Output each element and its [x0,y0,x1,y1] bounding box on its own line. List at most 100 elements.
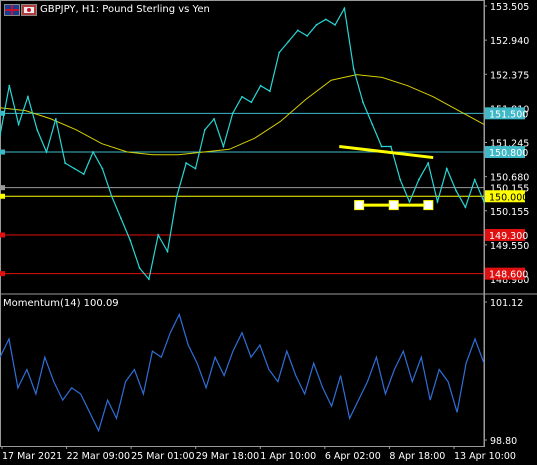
price-point [231,112,234,115]
price-point [175,195,178,198]
price-point [343,7,346,10]
price-point [110,195,113,198]
price-point [27,95,29,98]
price-point [45,151,48,153]
price-point [399,178,402,181]
price-point [259,84,262,87]
hline-price-tag [485,107,525,120]
hline-price-tag [485,146,525,159]
price-point [185,162,188,164]
price-point [315,23,318,26]
hline-price-tag [485,267,525,280]
price-point [455,189,457,192]
trendline-handle[interactable] [354,200,365,211]
hline-price-label: 151.500 [489,109,528,120]
hline-price-label: 150.155 [490,184,529,195]
price-point [73,167,76,170]
currency-flags [4,4,37,16]
hline-price-label: 150.000 [489,192,528,203]
price-tick-label: 149.550 [490,241,529,252]
price-point [203,129,206,131]
price-point [334,23,336,26]
hline-anchor[interactable] [0,185,5,191]
price-point [483,200,485,203]
price-point [222,145,225,148]
trendline[interactable] [339,145,434,160]
gb-flag-icon [4,4,20,16]
price-point [138,267,141,270]
trendline-handle[interactable] [388,200,399,211]
price-tick-label: 150.680 [490,173,529,184]
price-point [54,117,57,120]
moving-average-line [0,74,485,156]
price-point [408,200,411,203]
hline-price-label: 150.800 [489,148,528,159]
price-point [213,117,215,120]
momentum-line [0,312,485,433]
price-point [427,162,430,164]
time-tick-label: 17 Mar 2021 [2,451,62,462]
jp-flag-icon [21,4,37,16]
price-tick-label: 150.155 [490,207,529,218]
price-tick-label: 148.980 [490,275,529,286]
momentum-tick-label: 101.12 [490,298,523,309]
price-point [17,123,20,126]
price-point [324,18,327,21]
price-point [473,178,476,181]
price-point [8,84,11,87]
hline-price-label: 149.300 [489,231,528,242]
price-point [296,29,299,32]
price-tick-label: 153.505 [490,2,529,13]
price-point [92,151,94,153]
price-point [36,129,39,131]
hline-anchor[interactable] [0,232,5,238]
time-tick-label: 29 Mar 18:00 [196,451,259,462]
price-point [157,234,160,236]
price-point [417,178,420,181]
time-tick-label: 6 Apr 02:00 [325,451,381,462]
price-point [250,101,253,104]
hline-anchor[interactable] [0,110,5,116]
price-point [166,250,169,253]
price-point [362,101,364,104]
hline-price-tag [485,228,525,241]
price-point [436,200,439,203]
symbol-title: GBPJPY, H1: Pound Sterling vs Yen [40,4,210,15]
time-tick-label: 8 Apr 18:00 [389,451,445,462]
price-point [0,134,1,137]
price-point [380,145,383,148]
price-point [464,206,467,209]
indicator-title: Momentum(14) 100.09 [3,298,119,309]
price-tick-label: 152.940 [490,36,529,47]
price-point [194,167,197,170]
price-point [371,123,374,126]
price-point [278,51,281,54]
price-tick-label: 152.375 [490,70,529,81]
price-point [64,162,67,164]
price-point [101,167,104,170]
price-point [269,90,271,93]
price-point [390,145,392,148]
time-tick-label: 22 Mar 09:00 [67,451,130,462]
price-point [352,68,355,71]
hline-anchor[interactable] [0,193,5,199]
hline-price-tag [485,190,525,203]
price-point [287,40,290,43]
time-tick-label: 1 Apr 10:00 [260,451,316,462]
price-point [241,95,243,98]
hline-price-label: 148.600 [489,270,528,281]
price-tick-label: 151.245 [490,139,529,150]
hline-anchor[interactable] [0,271,5,277]
price-point [148,278,150,281]
price-point [120,217,122,220]
time-tick-label: 13 Apr 10:00 [454,451,516,462]
momentum-tick-label: 98.80 [490,436,517,447]
price-point [445,167,448,170]
price-point [306,35,309,37]
hline-anchor[interactable] [0,149,5,155]
time-tick-label: 25 Mar 01:00 [131,451,194,462]
price-point [82,173,85,176]
trendline-handle[interactable] [423,200,434,211]
price-point [129,239,132,242]
